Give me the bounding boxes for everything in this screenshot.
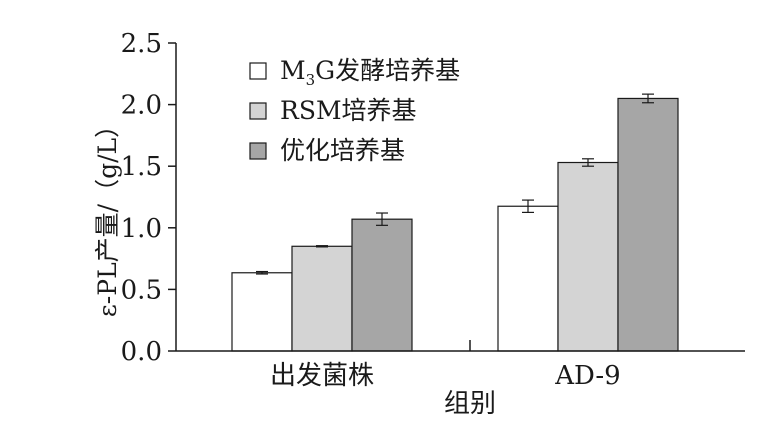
bar: [497, 205, 559, 352]
labels-layer: 0.0 0.5 1.0 1.5 2.0 2.5 出发菌株 AD-9 组别 ε-PL产量/（g/L）: [93, 29, 621, 419]
y-tick-label: 0.0: [121, 337, 162, 367]
bar: [617, 97, 679, 352]
bar: [231, 272, 293, 352]
legend-swatch: [249, 62, 267, 80]
bars-layer: [231, 97, 679, 352]
y-tick-label: 1.0: [121, 214, 162, 244]
bar: [557, 161, 619, 352]
legend-swatch: [249, 142, 267, 160]
x-axis-label: 组别: [444, 389, 496, 418]
y-tick-label: 2.5: [121, 29, 162, 59]
legend-swatch: [249, 102, 267, 120]
y-tick-label: 1.5: [121, 152, 162, 182]
legend-label: 优化培养基: [280, 136, 405, 165]
y-tick-label: 2.0: [121, 91, 162, 121]
y-axis-label: ε-PL产量/（g/L）: [93, 113, 122, 317]
x-tick-label: 出发菌株: [270, 361, 374, 391]
bar: [351, 218, 413, 352]
bar: [291, 245, 353, 352]
y-tick-label: 0.5: [121, 275, 162, 305]
axes-layer: [168, 42, 745, 352]
error-bars-layer: [256, 93, 654, 275]
x-tick-label: AD-9: [554, 361, 620, 391]
legend-label: M3G发酵培养基: [280, 56, 460, 89]
legend-label: RSM培养基: [280, 96, 417, 125]
